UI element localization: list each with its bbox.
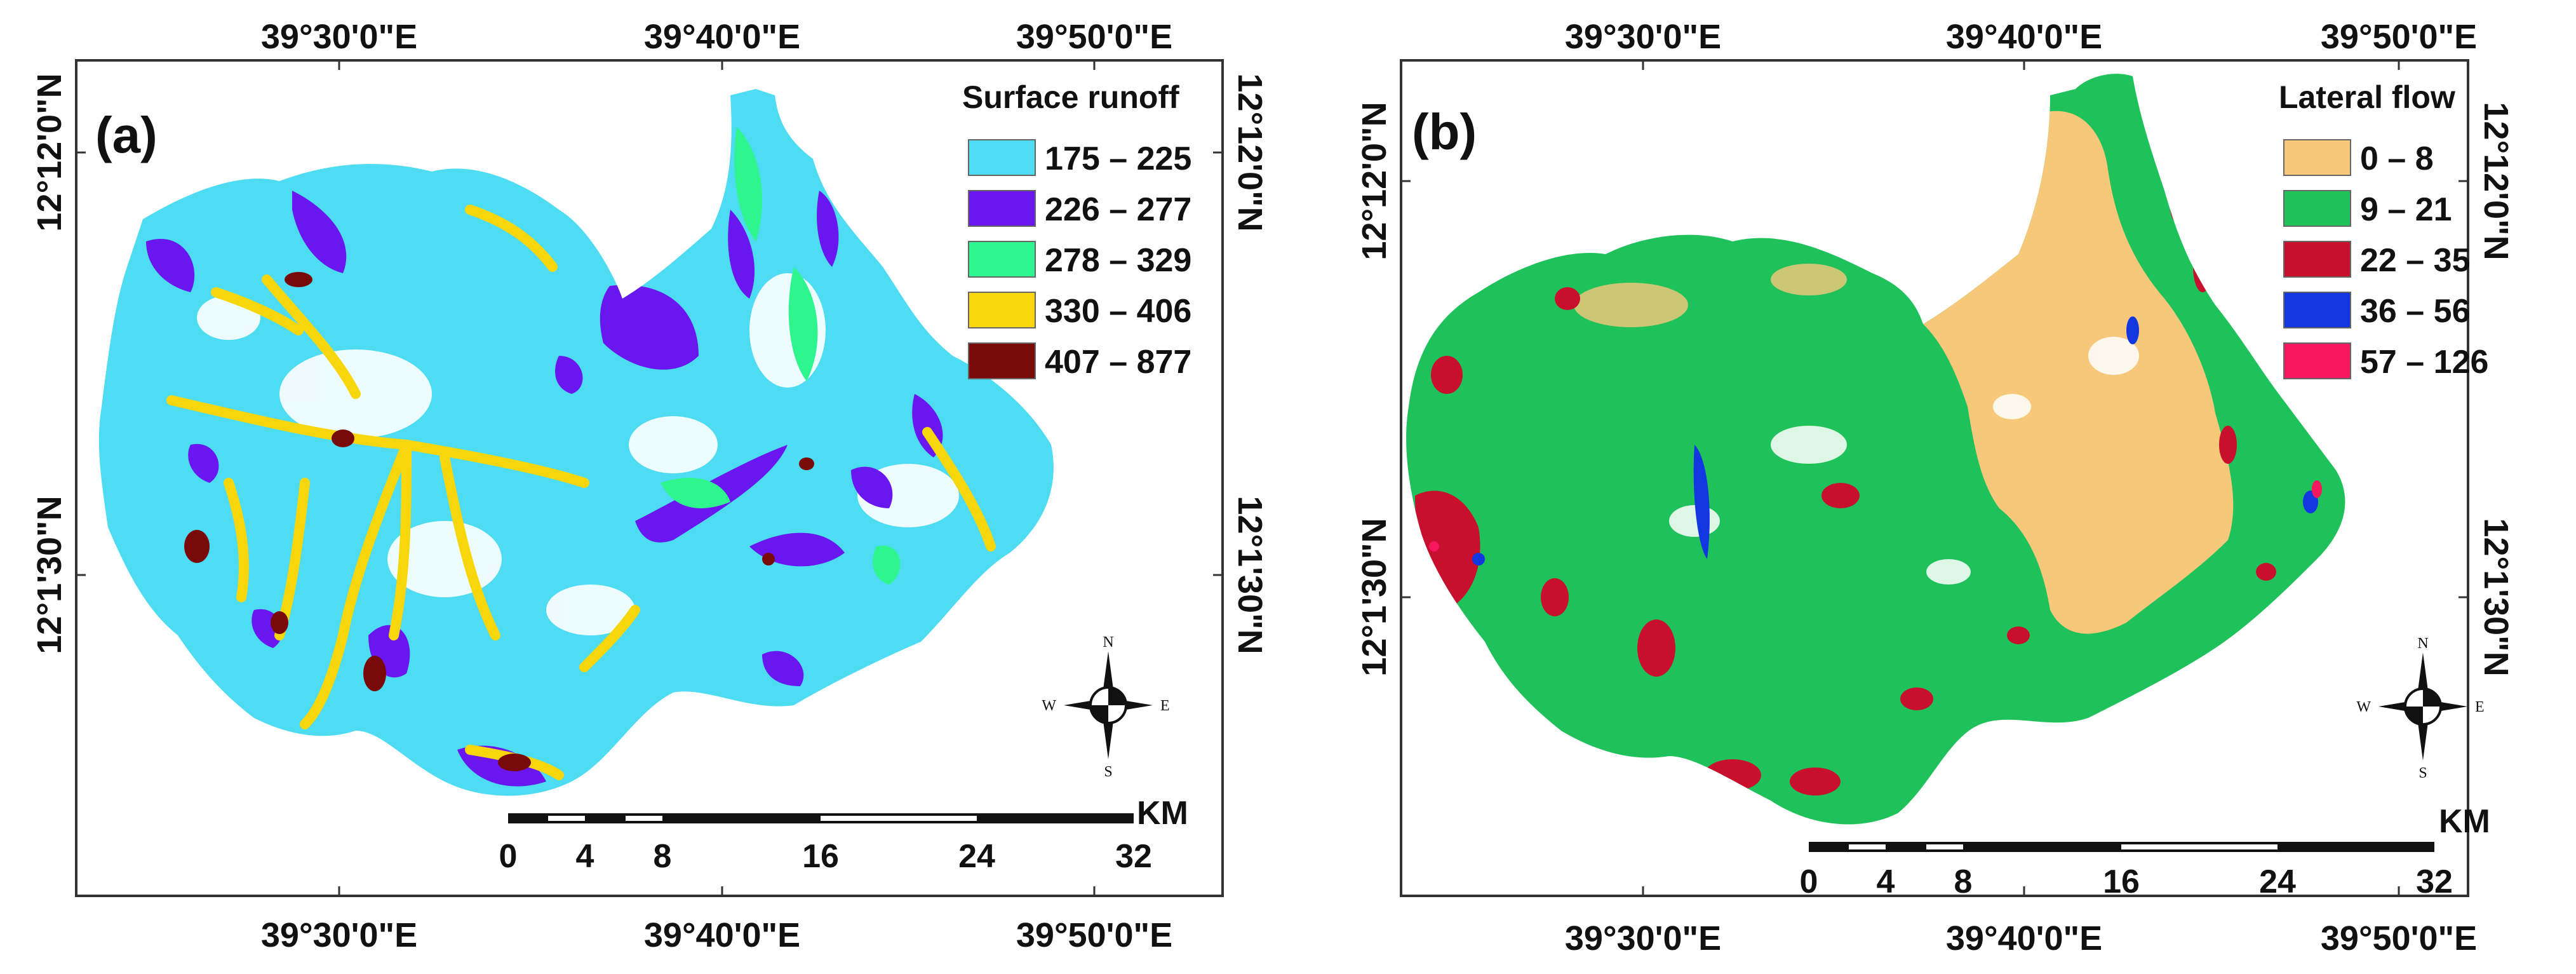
scale-tick-b-0: 0 xyxy=(1800,863,1818,900)
legend-swatch-b-4 xyxy=(2283,292,2351,328)
legend-b: Lateral flow 0 – 8 9 – 21 22 – 35 36 – 5… xyxy=(2279,79,2488,381)
legend-label-b-4: 36 – 56 xyxy=(2360,293,2471,330)
lon-label-bottom-b-3: 39°50'0"E xyxy=(2321,919,2477,957)
legend-swatch-b-2 xyxy=(2283,190,2351,227)
legend-label-a-4: 330 – 406 xyxy=(1045,293,1191,330)
lon-label-bottom-1: 39°30'0"E xyxy=(261,916,417,954)
compass-w-b: W xyxy=(2356,699,2371,715)
legend-swatch-b-1 xyxy=(2283,139,2351,176)
compass-n-a: N xyxy=(1103,634,1113,651)
lat-label-left-2: 12°1'30"N xyxy=(30,496,69,654)
north-arrow-icon: N S E W xyxy=(2356,635,2484,781)
lon-label-top-b-3: 39°50'0"E xyxy=(2321,18,2477,56)
lat-label-right-b-1: 12°12'0"N xyxy=(2477,102,2515,260)
runoff-classes-a xyxy=(146,127,996,787)
lon-label-top-1: 39°30'0"E xyxy=(261,18,417,56)
basin-surface-runoff xyxy=(98,89,1054,796)
top-ticks-a xyxy=(338,60,1096,896)
legend-title-a: Surface runoff xyxy=(962,79,1179,115)
legend-label-a-5: 407 – 877 xyxy=(1045,344,1191,381)
panel-label-b: (b) xyxy=(1412,104,1477,160)
panel-b: 39°30'0"E 39°40'0"E 39°50'0"E 39°30'0"E … xyxy=(1288,0,2576,974)
legend-label-a-3: 278 – 329 xyxy=(1045,242,1191,279)
legend-a: Surface runoff 175 – 225 226 – 277 278 –… xyxy=(962,79,1191,381)
map-b-svg: 39°30'0"E 39°40'0"E 39°50'0"E 39°30'0"E … xyxy=(1355,18,2515,957)
lat-label-left-b-2: 12°1'30"N xyxy=(1355,518,1393,676)
scale-unit-a: KM xyxy=(1137,795,1188,832)
scale-tick-a-8: 8 xyxy=(654,838,672,875)
legend-swatch-b-5 xyxy=(2283,342,2351,379)
scale-tick-b-24: 24 xyxy=(2259,863,2296,900)
lon-label-bottom-b-1: 39°30'0"E xyxy=(1565,919,1721,957)
legend-swatch-a-5 xyxy=(968,342,1036,379)
compass-n-b: N xyxy=(2417,635,2428,652)
legend-label-a-2: 226 – 277 xyxy=(1045,191,1191,228)
lat-label-right-b-2: 12°1'30"N xyxy=(2477,518,2515,676)
lat-label-right-1: 12°12'0"N xyxy=(1231,73,1269,231)
lon-label-top-b-1: 39°30'0"E xyxy=(1565,18,1721,56)
scale-tick-b-32: 32 xyxy=(2416,863,2453,900)
compass-w-a: W xyxy=(1042,698,1056,714)
panel-label-a: (a) xyxy=(95,107,158,163)
legend-swatch-b-3 xyxy=(2283,241,2351,278)
ticks-b xyxy=(1401,60,2468,896)
north-arrow-icon: N S E W xyxy=(1042,634,1169,780)
compass-e-a: E xyxy=(1160,698,1170,714)
map-frame-a xyxy=(75,59,1224,897)
lat-ticks-a xyxy=(76,151,1223,576)
scale-tick-a-24: 24 xyxy=(958,838,995,875)
legend-title-b: Lateral flow xyxy=(2279,79,2455,115)
scale-tick-b-8: 8 xyxy=(1954,863,1973,900)
legend-label-b-1: 0 – 8 xyxy=(2360,140,2434,177)
legend-label-a-1: 175 – 225 xyxy=(1045,140,1191,177)
scale-tick-a-4: 4 xyxy=(576,838,594,875)
scale-tick-a-0: 0 xyxy=(499,838,518,875)
lon-label-top-2: 39°40'0"E xyxy=(644,18,800,56)
lon-label-top-3: 39°50'0"E xyxy=(1016,18,1172,56)
scale-tick-b-4: 4 xyxy=(1877,863,1895,900)
map-a-svg: 39°30'0"E 39°40'0"E 39°50'0"E 39°30'0"E … xyxy=(30,18,1269,954)
legend-swatch-a-3 xyxy=(968,241,1036,278)
compass-e-b: E xyxy=(2475,699,2485,715)
lon-label-bottom-3: 39°50'0"E xyxy=(1016,916,1172,954)
legend-swatch-a-4 xyxy=(968,292,1036,328)
lat-label-left-b-1: 12°12'0"N xyxy=(1355,102,1393,260)
legend-label-b-3: 22 – 35 xyxy=(2360,242,2471,279)
lat-label-right-2: 12°1'30"N xyxy=(1231,496,1269,654)
panel-a: 39°30'0"E 39°40'0"E 39°50'0"E 39°30'0"E … xyxy=(30,18,1269,954)
legend-label-b-5: 57 – 126 xyxy=(2360,344,2488,381)
scale-tick-b-16: 16 xyxy=(2103,863,2140,900)
lon-label-bottom-2: 39°40'0"E xyxy=(644,916,800,954)
scale-unit-b: KM xyxy=(2439,803,2490,840)
map-frame-b xyxy=(1400,59,2469,897)
scale-bar-a: KM 0 4 8 16 24 32 xyxy=(499,795,1188,875)
legend-swatch-a-2 xyxy=(968,190,1036,227)
lon-label-top-b-2: 39°40'0"E xyxy=(1946,18,2102,56)
legend-label-b-2: 9 – 21 xyxy=(2360,191,2452,228)
scale-tick-a-32: 32 xyxy=(1115,838,1152,875)
scale-tick-a-16: 16 xyxy=(802,838,839,875)
compass-s-a: S xyxy=(1104,764,1112,780)
compass-s-b: S xyxy=(2418,765,2427,781)
lon-label-bottom-b-2: 39°40'0"E xyxy=(1946,919,2102,957)
legend-swatch-a-1 xyxy=(968,139,1036,176)
lat-label-left-1: 12°12'0"N xyxy=(30,73,69,231)
scale-bar-b: KM 0 4 8 16 24 32 xyxy=(1800,803,2490,900)
